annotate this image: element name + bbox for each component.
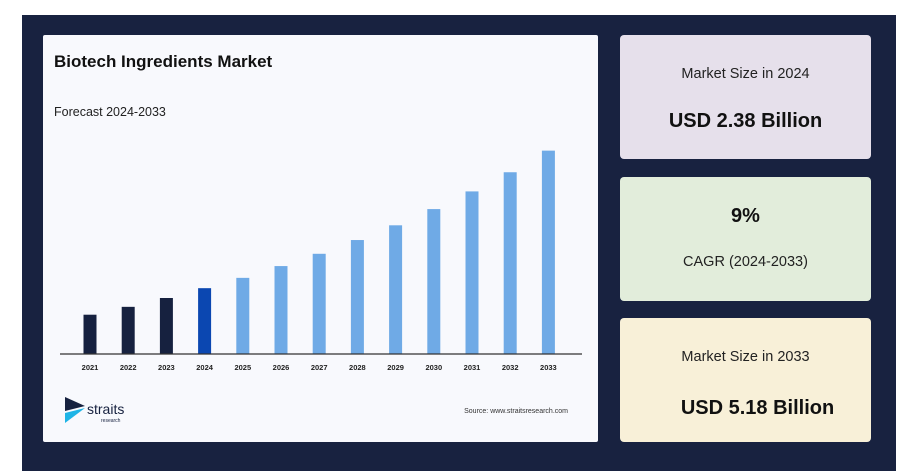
- card-value: 9%: [731, 205, 760, 227]
- x-tick-label: 2027: [311, 363, 328, 372]
- source-note: Source: www.straitsresearch.com: [464, 408, 568, 415]
- market-size-2033-card: Market Size in 2033 USD 5.18 Billion: [620, 318, 871, 442]
- card-value: USD 5.18 Billion: [680, 397, 835, 419]
- x-tick-label: 2023: [158, 363, 175, 372]
- bar-2023: [159, 298, 173, 354]
- straits-logo: straits research: [65, 397, 145, 432]
- card-label: Market Size in 2033: [681, 349, 810, 365]
- bar-2032: [503, 172, 517, 354]
- bar-2024: [198, 288, 212, 354]
- bar-2030: [427, 209, 441, 354]
- bar-2022: [121, 306, 135, 354]
- chart-panel: Biotech Ingredients Market Forecast 2024…: [43, 35, 598, 442]
- bar-2027: [312, 253, 326, 354]
- market-size-2024-card: Market Size in 2024 USD 2.38 Billion: [620, 35, 871, 159]
- svg-text:research: research: [101, 418, 121, 424]
- bar-2028: [350, 240, 364, 354]
- x-tick-label: 2025: [234, 363, 251, 372]
- card-value: USD 2.38 Billion: [668, 110, 823, 132]
- chart-title: Biotech Ingredients Market: [54, 52, 273, 71]
- x-tick-label: 2028: [349, 363, 366, 372]
- bar-2021: [83, 314, 97, 354]
- svg-text:straits: straits: [87, 401, 124, 417]
- x-tick-label: 2033: [540, 363, 557, 372]
- x-tick-label: 2030: [425, 363, 442, 372]
- bar-2025: [236, 277, 250, 354]
- bar-2033: [541, 150, 555, 354]
- x-tick-label: 2024: [196, 363, 214, 372]
- x-tick-label: 2032: [502, 363, 519, 372]
- x-tick-label: 2022: [120, 363, 137, 372]
- bar-2026: [274, 266, 288, 354]
- card-label: Market Size in 2024: [681, 66, 810, 82]
- cagr-card: 9% CAGR (2024-2033): [620, 177, 871, 301]
- x-tick-label: 2026: [273, 363, 290, 372]
- chart-subtitle: Forecast 2024-2033: [54, 105, 166, 119]
- bar-2031: [465, 191, 479, 354]
- x-tick-label: 2021: [82, 363, 99, 372]
- x-tick-label: 2029: [387, 363, 404, 372]
- bar-2029: [389, 225, 403, 354]
- x-tick-label: 2031: [464, 363, 481, 372]
- bar-chart: 2021 2022 2023 2024 2025 2026 2027 2028 2029 2030…: [60, 150, 582, 372]
- card-label: CAGR (2024-2033): [683, 254, 808, 270]
